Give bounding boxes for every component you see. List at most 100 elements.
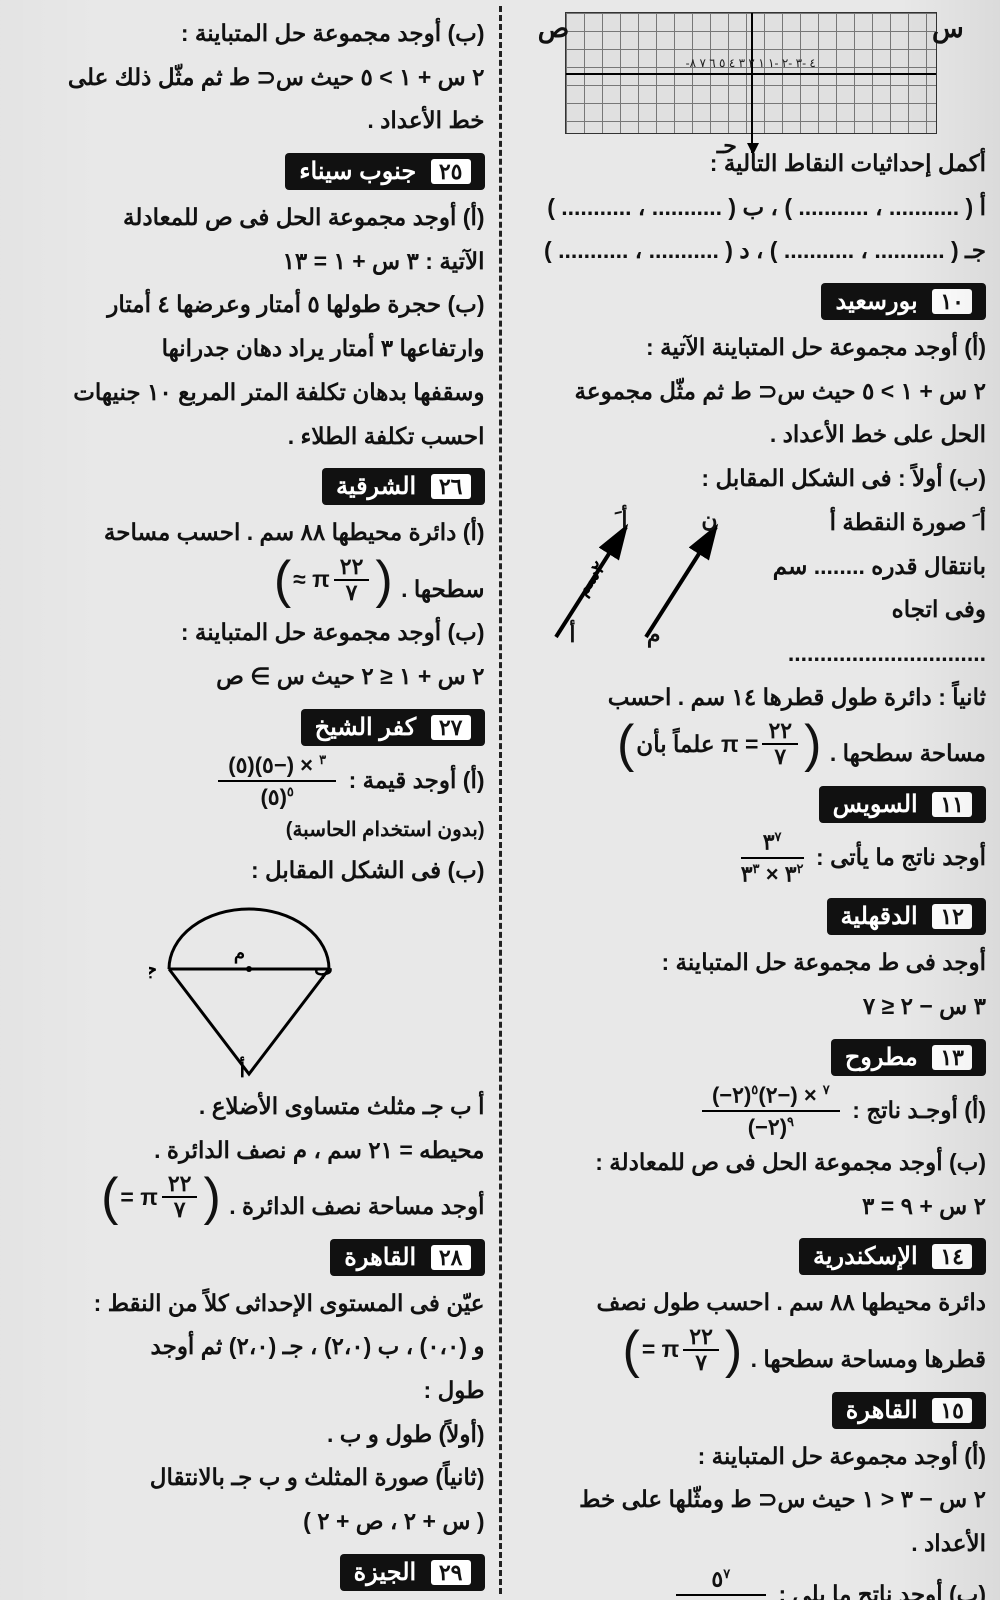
badge-num: ٢٧ (431, 715, 471, 740)
svg-text:أ: أ (240, 1056, 246, 1079)
q27-a: (أ) أوجد قيمة : (٥)٣ × (−٥) (٥)٥ (14, 752, 485, 811)
badge-num: ٢٥ (431, 159, 471, 184)
q25-b3: وسقفها بدهان تكلفة المتر المربع ١٠ جنيها… (14, 371, 485, 415)
q27-b3: محيطه = ٢١ سم ، م نصف الدائرة . (14, 1129, 485, 1173)
badge-name: مطروح (845, 1044, 918, 1071)
badge-28: ٢٨ القاهرة (330, 1239, 484, 1276)
badge-num: ١٥ (932, 1398, 972, 1423)
q28-a2: و (٠،٠) ، ب (٢،٠) ، جـ (٢،٠) ثم أوجد (14, 1325, 485, 1369)
q28-a3: طول : (14, 1369, 485, 1413)
badge-num: ١٣ (932, 1045, 972, 1070)
arrow-lbl-a: أ (569, 622, 575, 648)
pi-d: ٧ (762, 745, 798, 769)
badge-11: ١١ السويس (819, 786, 986, 823)
q27-top: (٥)٣ × (−٥) (218, 752, 336, 783)
q27-a2: (بدون استخدام الحاسبة) (14, 811, 485, 849)
axis-label-y: ص (538, 13, 569, 44)
badge-num: ٢٩ (431, 1560, 471, 1585)
q15-fraction: ٥٧ (−٥)٢ × ٥٣ (676, 1566, 766, 1600)
q15-top: ٥٧ (676, 1566, 766, 1597)
q11-bot: ٣٢ × ٣٣ (741, 859, 804, 888)
q15-a3: الأعداد . (516, 1522, 987, 1566)
q10-area-text: مساحة سطحها . (830, 740, 986, 766)
q11: أوجد ناتج ما يأتى : ٣٧ ٣٢ × ٣٣ (516, 829, 987, 888)
semicircle-triangle-figure: جـ ب م أ (149, 899, 349, 1079)
svg-text:ب: ب (314, 958, 333, 980)
coordinate-grid: س ص -٤ -٣ -٢ -١ ١ ٢ ٣ ٤ ٥ ٦ ٧ ٨ حـ (565, 12, 937, 134)
badge-num: ١٤ (932, 1244, 972, 1269)
q12-a: أوجد فى ط مجموعة حل المتباينة : (516, 941, 987, 985)
translation-figure: ٢سم أ َ ن أ م (516, 507, 746, 647)
q27-fraction: (٥)٣ × (−٥) (٥)٥ (218, 752, 336, 811)
q25-b2: وارتفاعها ٣ أمتار يراد دهان جدرانها (14, 327, 485, 371)
q27-a-lbl: (أ) أوجد قيمة : (349, 767, 485, 793)
pi14-n: ٢٢ (683, 1325, 719, 1351)
q13-b: (ب) أوجد مجموعة الحل فى ص للمعادلة : (516, 1141, 987, 1185)
q28-a: عيّن فى المستوى الإحداثى كلاً من النقط : (14, 1282, 485, 1326)
q11-top: ٣٧ (741, 829, 804, 860)
q13-b2: ٢ س + ٩ = ٣ (516, 1185, 987, 1229)
q26-b2: ٢ س + ١ ≤ ٢ حيث س ∋ ص (14, 655, 485, 699)
svg-text:م: م (234, 943, 245, 964)
q10-b: (ب) أولاً : فى الشكل المقابل : (516, 457, 987, 501)
arrow-lbl-n: ن (701, 507, 717, 533)
q13-a: (أ) أوجـد ناتج : (−٢)٧ × (−٢)٥ (−٢)٩ (516, 1082, 987, 1141)
q26-a: (أ) دائرة محيطها ٨٨ سم . احسب مساحة (14, 511, 485, 555)
badge-num: ١٢ (932, 904, 972, 929)
axis-label-x: س (932, 13, 964, 44)
q14-2-text: قطرها ومساحة سطحها . (751, 1346, 986, 1372)
q27-b2: أ ب جـ مثلث متساوى الأضلاع . (14, 1085, 485, 1129)
q10-area: مساحة سطحها . ( علماً بأن π = ٢٢ ٧ ) (516, 719, 987, 775)
badge-name: القاهرة (344, 1244, 416, 1271)
arrow-lbl-m: م (647, 622, 661, 648)
badge-13: ١٣ مطروح (831, 1039, 986, 1076)
q14-2: قطرها ومساحة سطحها . ( π = ٢٢ ٧ ) (516, 1325, 987, 1381)
badge-name: السويس (833, 791, 918, 818)
pi14-d: ٧ (683, 1351, 719, 1375)
badge-26: ٢٦ الشرقية (322, 468, 485, 505)
badge-num: ٢٦ (431, 474, 471, 499)
q25-b: (ب) حجرة طولها ٥ أمتار وعرضها ٤ أمتار (14, 283, 485, 327)
q28-a6: ( س + ٢ ، ص + ٢ ) (14, 1500, 485, 1544)
arrow-lbl-aP: أ َ (615, 507, 628, 533)
q27-b: (ب) فى الشكل المقابل : (14, 849, 485, 893)
q25-a: (أ) أوجد مجموعة الحل فى ص للمعادلة (14, 196, 485, 240)
coord-line-ab: أ ( ........... ، ........... ) ، ب ( ..… (516, 186, 987, 230)
q15-a2: ٢ س − ٣ < ١ حيث س⊂ ط ومثّلها على خط (516, 1478, 987, 1522)
pi26-n: ٢٢ (334, 555, 370, 581)
q26-b: (ب) أوجد مجموعة حل المتباينة : (14, 611, 485, 655)
axis-ticks: -٤ -٣ -٢ -١ ١ ٢ ٣ ٤ ٥ ٦ ٧ ٨ (566, 56, 936, 70)
q13-a-lbl: (أ) أوجـد ناتج : (852, 1096, 986, 1122)
badge-name: بورسعيد (835, 288, 917, 315)
badge-num: ١٠ (932, 289, 972, 314)
badge-name: الإسكندرية (813, 1243, 918, 1270)
pi27-d: ٧ (162, 1198, 198, 1222)
q14-1: دائرة محيطها ٨٨ سم . احسب طول نصف (516, 1281, 987, 1325)
q27-b4: أوجد مساحة نصف الدائرة . ( π = ٢٢ ٧ ) (14, 1172, 485, 1228)
badge-num: ١١ (932, 792, 972, 817)
lt-b: (ب) أوجد مجموعة حل المتباينة : (14, 12, 485, 56)
q13-fraction: (−٢)٧ × (−٢)٥ (−٢)٩ (702, 1082, 840, 1141)
q10-a3: الحل على خط الأعداد . (516, 413, 987, 457)
pi-hint-27: ( π = ٢٢ ٧ ) (99, 1172, 223, 1222)
badge-29: ٢٩ الجيزة (340, 1554, 485, 1591)
svg-text:جـ: جـ (149, 958, 157, 980)
q15-b: (ب) أوجد ناتج ما يلى : ٥٧ (−٥)٢ × ٥٣ (516, 1566, 987, 1600)
q10-a: (أ) أوجد مجموعة حل المتباينة الآتية : (516, 326, 987, 370)
badge-27: ٢٧ كفر الشيخ (301, 709, 485, 746)
pi-hint-14: ( π = ٢٢ ٧ ) (621, 1325, 745, 1375)
q13-bot: (−٢)٩ (702, 1112, 840, 1141)
q27-bot: (٥)٥ (218, 782, 336, 811)
q26-a2: سطحها . ( π ≈ ٢٢ ٧ ) (14, 555, 485, 611)
lt-b3: خط الأعداد . (14, 99, 485, 143)
q11-lbl: أوجد ناتج ما يأتى : (816, 844, 986, 870)
pi26-d: ٧ (334, 581, 370, 605)
badge-name: الدقهلية (841, 903, 918, 930)
q12-a2: ٣ س − ٢ ≤ ٧ (516, 985, 987, 1029)
badge-name: الجيزة (354, 1559, 417, 1586)
badge-15: ١٥ القاهرة (832, 1392, 986, 1429)
q10-sec: ثانياً : دائرة طول قطرها ١٤ سم . احسب (516, 676, 987, 720)
q15-b-lbl: (ب) أوجد ناتج ما يلى : (778, 1580, 986, 1600)
q15-bot: (−٥)٢ × ٥٣ (676, 1596, 766, 1600)
q27-b4-text: أوجد مساحة نصف الدائرة . (229, 1193, 484, 1219)
